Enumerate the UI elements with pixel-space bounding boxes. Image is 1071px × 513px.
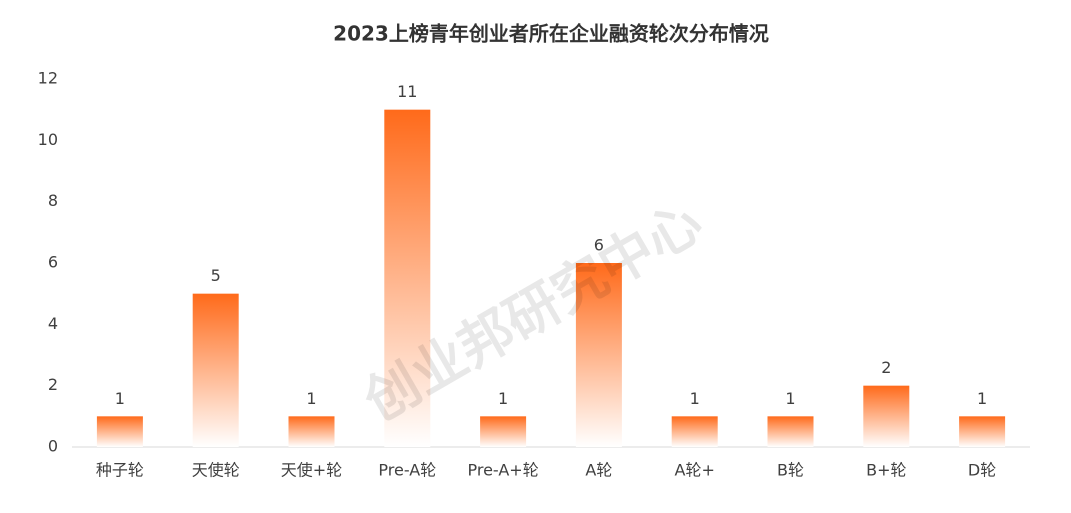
bar: [863, 385, 910, 447]
y-tick-label: 8: [48, 191, 58, 210]
data-label: 6: [594, 236, 604, 255]
bar: [480, 416, 527, 447]
bar: [767, 416, 814, 447]
x-tick-label: B轮: [777, 461, 804, 480]
x-tick-label: A轮+: [675, 461, 715, 480]
y-tick-label: 10: [38, 130, 58, 149]
x-tick-label: D轮: [968, 461, 996, 480]
x-tick-label: B+轮: [866, 461, 906, 480]
x-tick-label: 天使轮: [192, 461, 240, 480]
x-tick-label: A轮: [585, 461, 612, 480]
x-tick-label: 天使+轮: [281, 461, 342, 480]
bar: [575, 263, 622, 447]
chart-title: 2023上榜青年创业者所在企业融资轮次分布情况: [333, 22, 769, 46]
y-tick-label: 12: [38, 69, 58, 88]
data-label: 1: [977, 389, 987, 408]
data-label: 2: [881, 358, 891, 377]
bar: [96, 416, 143, 447]
x-tick-label: Pre-A+轮: [467, 461, 538, 480]
bar: [288, 416, 335, 447]
data-label: 1: [785, 389, 795, 408]
bar: [192, 293, 239, 447]
y-tick-label: 4: [48, 314, 58, 333]
y-tick-label: 2: [48, 375, 58, 394]
bar: [959, 416, 1006, 447]
data-label: 1: [498, 389, 508, 408]
x-tick-label: 种子轮: [96, 461, 144, 480]
data-label: 1: [690, 389, 700, 408]
y-tick-label: 0: [48, 437, 58, 456]
y-tick-label: 6: [48, 253, 58, 272]
data-label: 5: [211, 266, 221, 285]
x-tick-label: Pre-A轮: [378, 461, 436, 480]
bar: [384, 109, 431, 448]
data-label: 1: [306, 389, 316, 408]
data-label: 11: [397, 82, 417, 101]
bar: [671, 416, 718, 447]
data-label: 1: [115, 389, 125, 408]
